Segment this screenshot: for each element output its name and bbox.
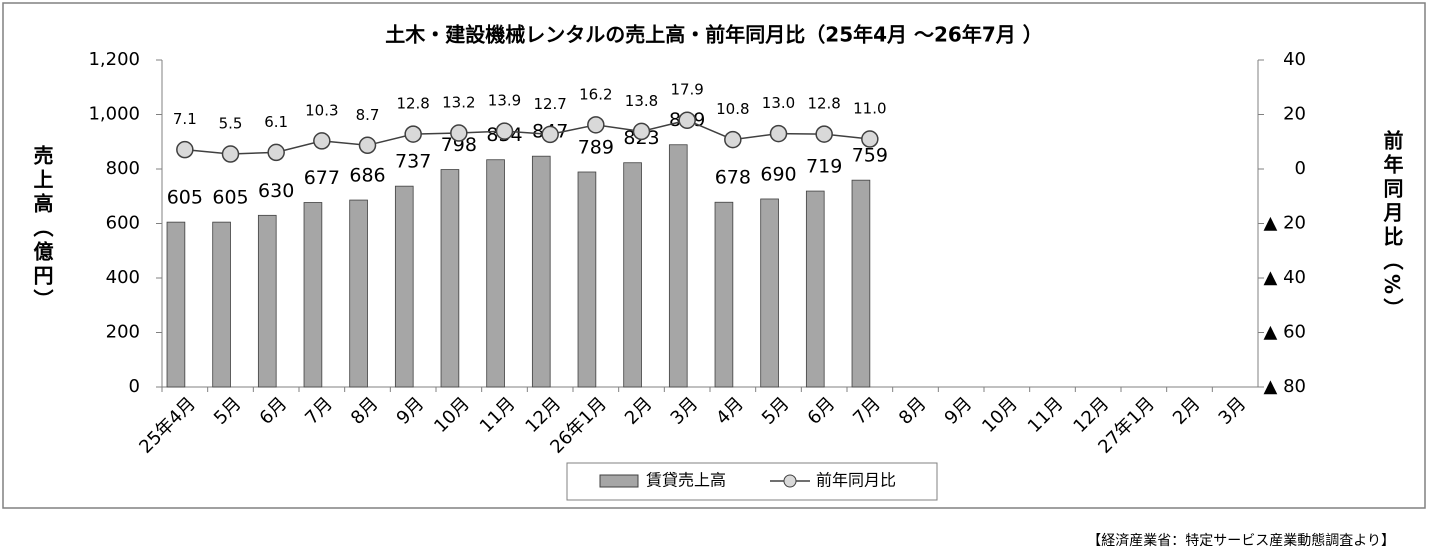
legend-label: 賃貸売上高 [646, 471, 726, 490]
bar-value-label: 605 [167, 187, 203, 209]
y-tick-label: 200 [106, 322, 140, 343]
y-axis-title: 売上高（億円） [30, 145, 54, 313]
line-value-label: 17.9 [670, 81, 703, 99]
y-tick-label: 0 [129, 376, 140, 397]
line-value-label: 8.7 [356, 106, 380, 124]
bar [486, 159, 505, 388]
line-marker [632, 122, 651, 141]
line-marker [587, 116, 605, 134]
line-marker [815, 125, 833, 143]
line-marker [176, 140, 194, 159]
line-marker [495, 122, 514, 140]
line-marker [313, 132, 331, 150]
line-value-label: 12.7 [533, 95, 566, 113]
bar [349, 199, 368, 388]
line-marker [358, 136, 377, 155]
line-marker [450, 124, 468, 142]
legend-swatch-marker [783, 474, 797, 488]
line-value-label: 7.1 [173, 110, 197, 128]
line-marker [769, 124, 788, 143]
y2-tick-label: 20 [1283, 104, 1306, 125]
bar [577, 171, 597, 388]
y-tick-label: 800 [106, 158, 140, 179]
line-marker [861, 130, 879, 148]
y2-tick-label: ▲ 20 [1264, 213, 1306, 234]
line-marker [541, 125, 559, 144]
bar-value-label: 737 [395, 151, 431, 173]
y2-axis-title: 前年同月比（%） [1380, 130, 1404, 323]
line-value-label: 10.3 [305, 101, 338, 119]
legend-swatch [599, 474, 639, 488]
line-marker [221, 145, 240, 163]
bar [257, 214, 277, 388]
bar [623, 162, 642, 388]
line-value-label: 13.0 [762, 94, 795, 112]
source-note: 【経済産業省：特定サービス産業動態調査より】 [1087, 533, 1395, 549]
y-tick-label: 1,000 [88, 104, 140, 125]
chart-title: 土木・建設機械レンタルの売上高・前年同月比（25年4月 ～26年7月 ） [385, 23, 1042, 47]
bar-value-label: 677 [304, 167, 340, 189]
bar [394, 185, 414, 388]
bar-value-label: 719 [806, 156, 842, 178]
y2-tick-label: 0 [1295, 158, 1306, 179]
line-marker [678, 111, 696, 129]
y-tick-label: 400 [106, 267, 140, 288]
line-value-label: 12.8 [396, 95, 429, 113]
line-value-label: 16.2 [579, 85, 612, 103]
bar [760, 198, 779, 388]
bar-value-label: 789 [578, 136, 614, 158]
line-marker [404, 125, 422, 143]
y-tick-label: 1,200 [88, 49, 140, 70]
chart-frame [2, 2, 1426, 509]
line-marker [267, 143, 285, 162]
line-value-label: 12.8 [807, 95, 840, 113]
y2-tick-label: ▲ 80 [1264, 376, 1306, 397]
legend-label: 前年同月比 [816, 471, 896, 490]
line [184, 119, 870, 155]
line-value-label: 13.8 [625, 92, 658, 110]
bar-value-label: 686 [349, 165, 385, 187]
bar [851, 179, 871, 388]
bar [531, 155, 551, 388]
bar-value-label: 690 [760, 163, 796, 185]
bar [668, 144, 688, 388]
y-tick-label: 600 [106, 213, 140, 234]
bar [212, 221, 231, 388]
line-value-label: 11.0 [853, 100, 886, 118]
bar [714, 201, 734, 388]
y2-tick-label: ▲ 40 [1264, 267, 1306, 288]
bar-value-label: 798 [441, 134, 477, 156]
line-value-label: 10.8 [716, 100, 749, 118]
bar-value-label: 605 [212, 187, 248, 209]
bar [440, 169, 460, 388]
line-value-label: 13.9 [488, 92, 521, 110]
bar-value-label: 630 [258, 180, 294, 202]
y2-tick-label: ▲ 60 [1264, 322, 1306, 343]
bar-value-label: 759 [852, 145, 888, 167]
line-value-label: 13.2 [442, 94, 475, 112]
line-marker [724, 130, 742, 149]
bar [303, 202, 323, 388]
y2-tick-label: 40 [1283, 49, 1306, 70]
line-value-label: 5.5 [219, 115, 243, 133]
bar [805, 190, 825, 388]
line-value-label: 6.1 [264, 113, 288, 131]
bar [166, 221, 186, 388]
bar-value-label: 678 [715, 167, 751, 189]
